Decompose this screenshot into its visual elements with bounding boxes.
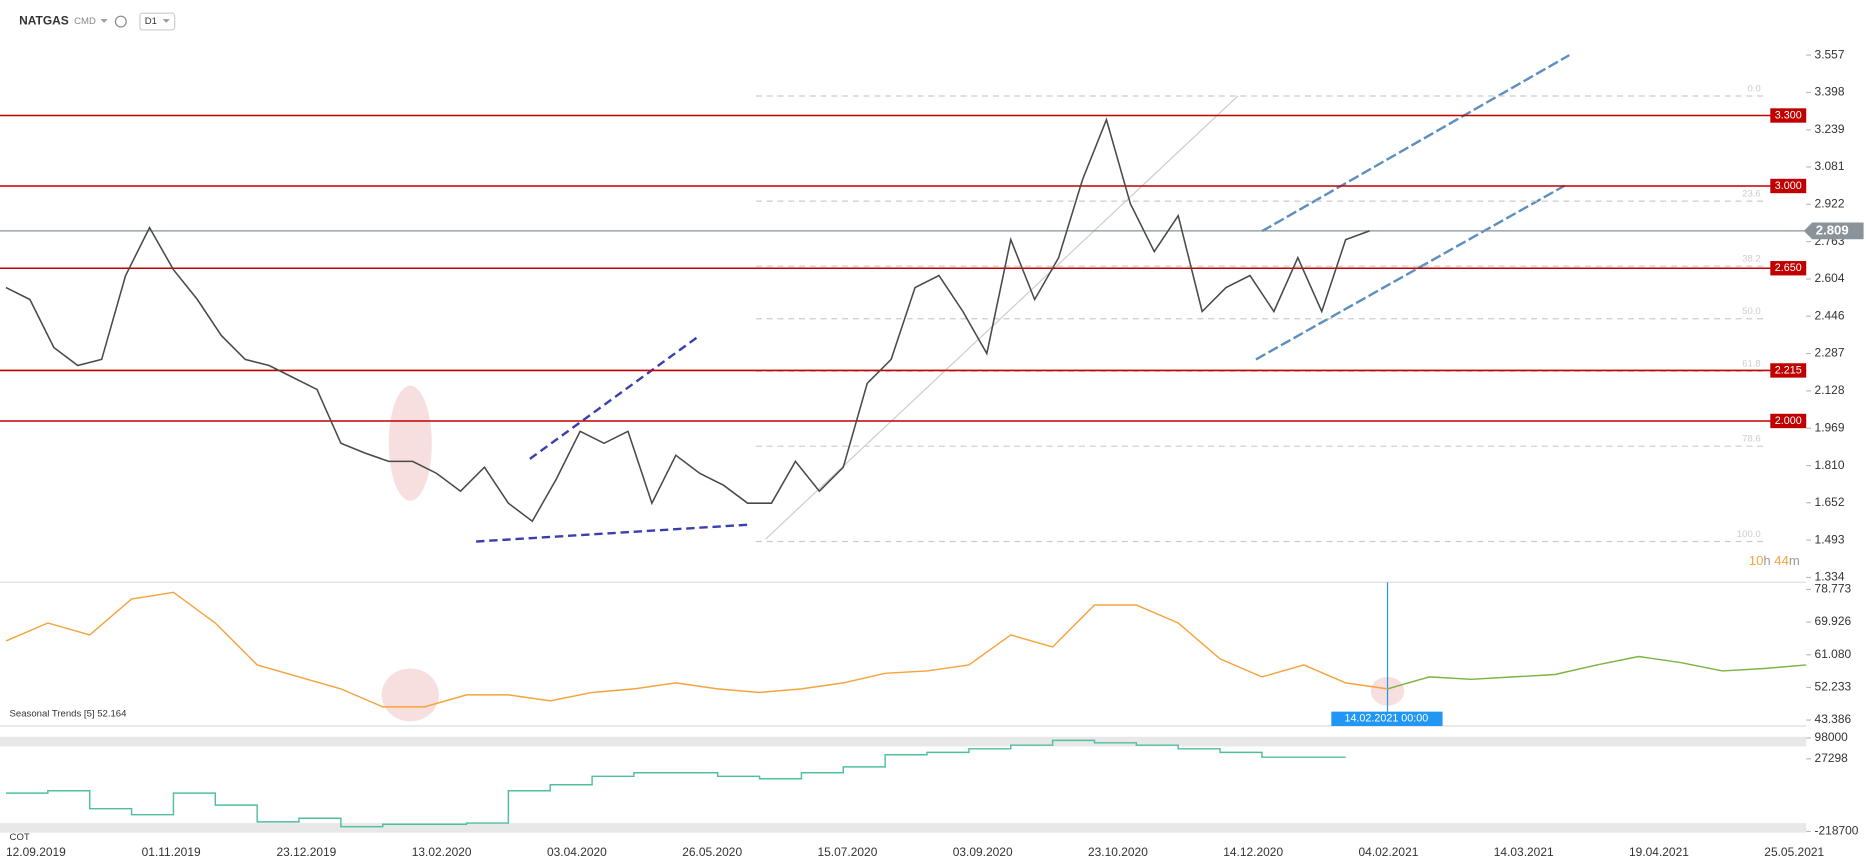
x-tick-label: 13.02.2020	[412, 845, 472, 859]
level-tag	[1770, 178, 1807, 194]
step-line	[5, 739, 1346, 828]
highlight	[381, 668, 439, 722]
countdown-unit: h	[1763, 553, 1770, 568]
x-tick-label: 01.11.2019	[142, 845, 201, 859]
x-tick-label: 19.04.2021	[1629, 845, 1689, 859]
y-tick-label: 61.080	[1815, 647, 1852, 661]
indicator-label[interactable]: Seasonal Trends [5] 52.164	[10, 709, 128, 720]
trendline[interactable]	[475, 523, 748, 543]
interval-select[interactable]	[139, 12, 176, 31]
fib-label: 50.0	[1742, 306, 1761, 317]
fib-label: 100.0	[1737, 529, 1761, 540]
crosshair-tag	[1331, 711, 1443, 727]
y-tick-label: 78.773	[1815, 582, 1852, 596]
countdown-unit: m	[1789, 553, 1800, 568]
last-price-tag	[1803, 222, 1864, 240]
level-label: 2.000	[1775, 415, 1802, 427]
countdown: 10h 44m	[1749, 553, 1800, 568]
level-label: 2.650	[1775, 262, 1802, 274]
y-tick-label: 1.969	[1815, 420, 1845, 434]
x-tick-label: 15.07.2020	[817, 845, 877, 859]
fib-label: 23.6	[1742, 188, 1761, 199]
x-tick-label: 12.09.2019	[6, 845, 66, 859]
x-tick-label: 03.04.2020	[547, 845, 607, 859]
x-tick-label: 14.12.2020	[1223, 845, 1283, 859]
fib-label: 78.6	[1742, 434, 1761, 445]
x-tick-label: 26.05.2020	[682, 845, 742, 859]
y-tick-label: 43.386	[1815, 712, 1852, 726]
level-tag	[1770, 108, 1807, 123]
level-label: 3.000	[1775, 180, 1802, 192]
x-tick-label: 04.02.2021	[1359, 845, 1419, 859]
series-line	[5, 591, 1388, 708]
market[interactable]: CMD	[74, 16, 96, 27]
level-tag	[1770, 413, 1807, 429]
x-tick-label: 23.12.2019	[276, 845, 336, 859]
fib-label: 38.2	[1742, 254, 1761, 265]
channel-line[interactable]	[1255, 184, 1566, 361]
level-label: 2.215	[1775, 364, 1802, 376]
y-tick-label: 1.810	[1815, 458, 1845, 472]
y-tick-label: 1.334	[1815, 570, 1845, 584]
y-tick-label: 98000	[1815, 730, 1849, 744]
y-tick-label: 69.926	[1815, 614, 1852, 628]
fib-label: 61.8	[1742, 359, 1761, 370]
crosshair-label: 14.02.2021 00:00	[1344, 713, 1428, 725]
y-tick-label: 3.081	[1815, 159, 1845, 173]
x-tick-label: 14.03.2021	[1494, 845, 1554, 859]
countdown-minutes: 44	[1774, 553, 1789, 568]
y-tick-label: 3.398	[1815, 85, 1845, 99]
highlight	[388, 385, 432, 501]
y-tick-label: 3.557	[1815, 47, 1845, 61]
level-label: 3.300	[1775, 109, 1802, 121]
countdown-hours: 10	[1749, 553, 1764, 568]
x-tick-label: 23.10.2020	[1088, 845, 1148, 859]
y-tick-label: 2.922	[1815, 196, 1845, 210]
trendline[interactable]	[529, 334, 701, 460]
fib-label: 0.0	[1747, 83, 1760, 94]
symbol[interactable]: NATGAS	[19, 14, 69, 28]
level-tag	[1770, 261, 1807, 276]
dropdown-arrow[interactable]	[100, 19, 108, 23]
interval[interactable]: D1	[145, 16, 157, 27]
x-tick-label: 03.09.2020	[953, 845, 1013, 859]
info-icon[interactable]	[114, 15, 127, 28]
channel-line[interactable]	[1261, 54, 1570, 233]
level-tag	[1770, 363, 1807, 378]
indicator-label[interactable]: COT	[10, 832, 30, 843]
y-tick-label: 2.287	[1815, 346, 1845, 360]
y-tick-label: 1.652	[1815, 495, 1845, 509]
y-tick-label: 1.493	[1815, 532, 1845, 546]
y-tick-label: 52.233	[1815, 680, 1852, 694]
price-line	[5, 117, 1370, 523]
y-tick-label: 3.239	[1815, 122, 1845, 136]
x-tick-label: 25.05.2021	[1764, 845, 1824, 859]
last-price-label: 2.809	[1816, 222, 1849, 237]
series-line	[1387, 655, 1807, 690]
y-tick-label: 2.604	[1815, 271, 1845, 285]
cot-band	[0, 823, 1807, 833]
y-tick-label: 27298	[1815, 751, 1849, 765]
dropdown-arrow[interactable]	[162, 19, 170, 23]
y-tick-label: 2.446	[1815, 308, 1845, 322]
cot-band	[0, 736, 1807, 747]
y-tick-label: -218700	[1815, 824, 1859, 838]
y-tick-label: 2.128	[1815, 383, 1845, 397]
